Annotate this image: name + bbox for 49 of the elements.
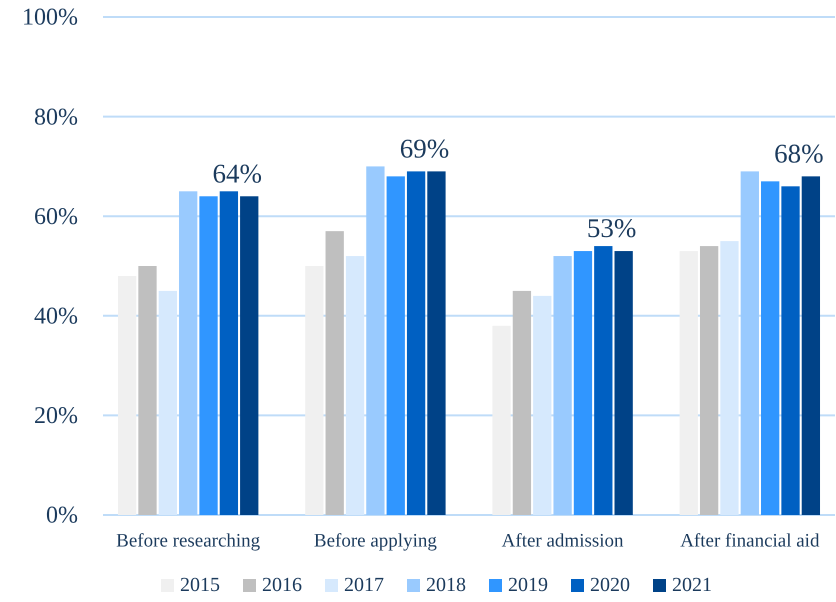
bar xyxy=(305,266,324,515)
data-label: 53% xyxy=(586,213,636,244)
bar xyxy=(614,251,633,515)
x-tick-label: After financial aid xyxy=(680,530,820,552)
bar xyxy=(700,246,718,515)
legend-label: 2019 xyxy=(508,574,548,596)
data-label: 68% xyxy=(774,138,824,168)
bar xyxy=(199,196,218,515)
bar xyxy=(553,256,572,515)
legend-label: 2021 xyxy=(672,574,712,596)
y-tick-label: 80% xyxy=(34,104,78,130)
x-tick-label: Before applying xyxy=(314,530,438,552)
bar xyxy=(386,176,405,515)
legend-label: 2018 xyxy=(426,574,466,596)
legend-label: 2020 xyxy=(590,574,630,596)
data-label: 69% xyxy=(400,133,450,164)
bar xyxy=(740,171,759,515)
bar xyxy=(594,246,612,515)
bar xyxy=(326,231,344,515)
y-tick-label: 100% xyxy=(22,4,78,31)
legend-label: 2017 xyxy=(344,574,384,596)
bar xyxy=(346,256,364,515)
y-tick-label: 60% xyxy=(34,204,78,230)
legend-label: 2015 xyxy=(180,574,220,596)
bar xyxy=(761,181,780,515)
bar xyxy=(406,171,426,515)
y-tick-label: 20% xyxy=(34,403,78,430)
bar xyxy=(366,166,385,515)
bar xyxy=(118,276,136,515)
bar xyxy=(158,290,177,515)
bar xyxy=(179,191,198,515)
bar xyxy=(802,176,820,515)
bar xyxy=(492,326,511,515)
bar xyxy=(427,171,446,515)
bar xyxy=(720,241,739,515)
bar xyxy=(533,296,552,515)
bar xyxy=(220,191,238,515)
bar xyxy=(574,251,592,515)
y-tick-label: 0% xyxy=(46,502,78,529)
bar xyxy=(138,266,157,515)
bar xyxy=(240,196,258,515)
bar xyxy=(781,186,800,515)
x-tick-label: After admission xyxy=(502,530,624,552)
x-tick-label: Before researching xyxy=(116,530,261,552)
y-tick-label: 40% xyxy=(34,303,78,330)
bar xyxy=(512,290,532,515)
legend-label: 2016 xyxy=(262,574,302,596)
data-label: 64% xyxy=(212,158,262,188)
bar xyxy=(680,251,698,515)
